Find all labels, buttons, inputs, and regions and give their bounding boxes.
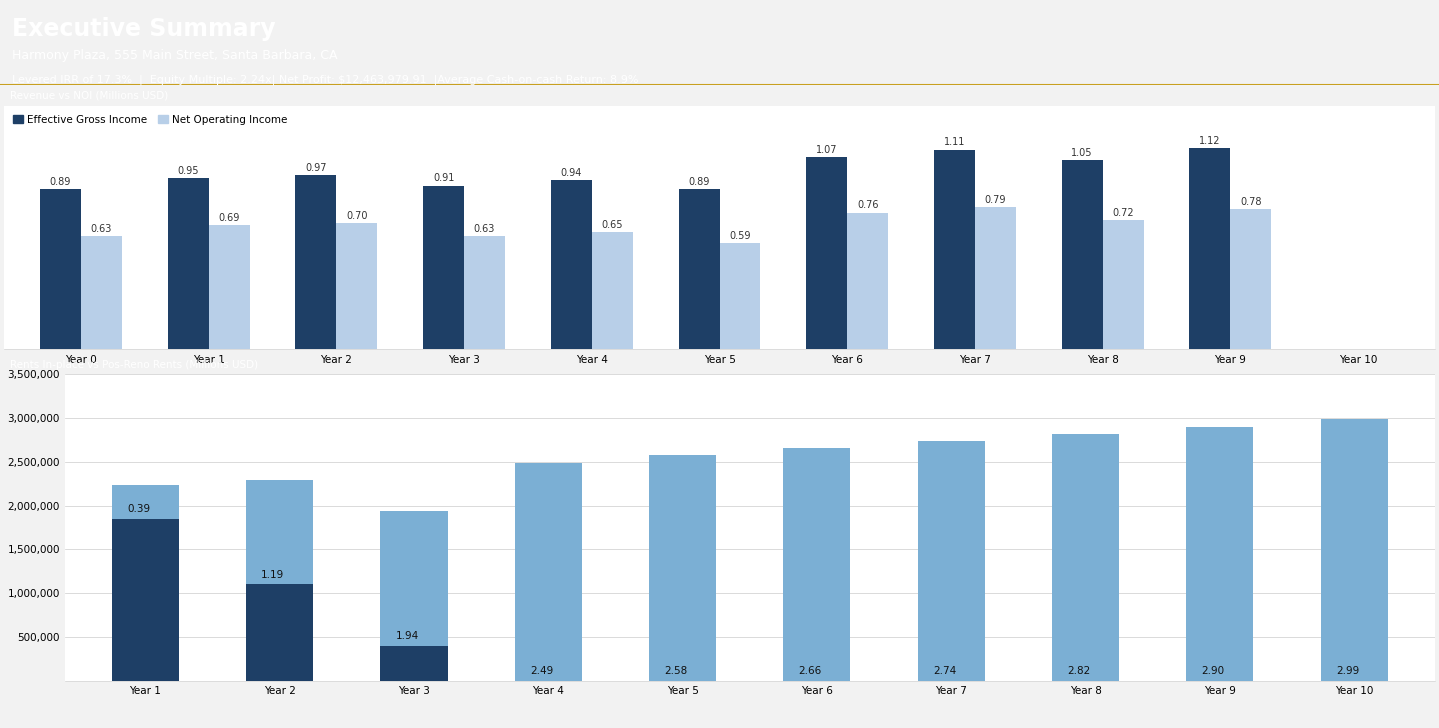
Legend: Rents In-place, Pos-renovation Rents: Rents In-place, Pos-renovation Rents xyxy=(633,724,866,728)
Text: 0.94: 0.94 xyxy=(561,168,581,178)
Bar xyxy=(1102,220,1144,349)
Bar xyxy=(848,213,888,349)
Text: 0.78: 0.78 xyxy=(1240,197,1262,207)
Text: 0.59: 0.59 xyxy=(730,231,751,241)
Text: 0.89: 0.89 xyxy=(50,177,71,187)
Text: 0.91: 0.91 xyxy=(433,173,455,183)
Bar xyxy=(976,207,1016,349)
Text: Rents In-place vs Pos-Reno Rents (Millions USD): Rents In-place vs Pos-Reno Rents (Millio… xyxy=(10,360,258,371)
Text: 1.05: 1.05 xyxy=(1072,149,1094,158)
Text: 0.89: 0.89 xyxy=(688,177,709,187)
Text: Harmony Plaza, 555 Main Street, Santa Barbara, CA: Harmony Plaza, 555 Main Street, Santa Ba… xyxy=(12,50,337,63)
Bar xyxy=(112,518,178,681)
Text: 2.82: 2.82 xyxy=(1068,666,1091,676)
Text: 2.49: 2.49 xyxy=(530,666,553,676)
Bar xyxy=(463,236,505,349)
Bar xyxy=(81,236,122,349)
Bar xyxy=(720,243,760,349)
Bar xyxy=(1062,160,1102,349)
Text: 2.74: 2.74 xyxy=(932,666,955,676)
Legend: Effective Gross Income, Net Operating Income: Effective Gross Income, Net Operating In… xyxy=(10,111,291,127)
Text: 0.39: 0.39 xyxy=(127,505,150,514)
Bar xyxy=(337,223,377,349)
Bar xyxy=(112,485,178,518)
Text: 0.69: 0.69 xyxy=(219,213,240,223)
Text: 2.66: 2.66 xyxy=(799,666,822,676)
Text: 0.63: 0.63 xyxy=(473,223,495,234)
Text: Executive Summary: Executive Summary xyxy=(12,17,275,41)
Text: 0.79: 0.79 xyxy=(984,195,1006,205)
Bar xyxy=(1052,434,1120,681)
Text: 2.58: 2.58 xyxy=(665,666,688,676)
Bar xyxy=(1230,209,1271,349)
Bar xyxy=(246,585,314,681)
Bar xyxy=(1321,419,1387,681)
Bar xyxy=(209,225,249,349)
Bar xyxy=(934,149,976,349)
Bar xyxy=(806,157,848,349)
Bar xyxy=(783,448,850,681)
Bar xyxy=(246,480,314,585)
Text: 1.94: 1.94 xyxy=(396,631,419,641)
Text: 2.90: 2.90 xyxy=(1202,666,1225,676)
Text: 0.97: 0.97 xyxy=(305,162,327,173)
Bar xyxy=(591,232,633,349)
Text: 0.63: 0.63 xyxy=(91,223,112,234)
Text: Levered IRR of 17.3%  |  Equity Multiple: 2.24x| Net Profit: $12,463,979.91  |Av: Levered IRR of 17.3% | Equity Multiple: … xyxy=(12,75,637,85)
Bar xyxy=(649,455,717,681)
Text: Revenue vs NOI (Millions USD): Revenue vs NOI (Millions USD) xyxy=(10,91,168,100)
Text: 1.12: 1.12 xyxy=(1199,135,1220,146)
Text: 0.65: 0.65 xyxy=(602,220,623,230)
Bar xyxy=(380,646,448,681)
Bar xyxy=(918,440,984,681)
Bar xyxy=(40,189,81,349)
Text: 0.70: 0.70 xyxy=(345,211,367,221)
Bar xyxy=(1186,427,1253,681)
Text: 0.76: 0.76 xyxy=(856,200,878,210)
Text: 2.99: 2.99 xyxy=(1335,666,1358,676)
Bar xyxy=(295,175,337,349)
Text: 1.11: 1.11 xyxy=(944,138,966,147)
Text: 1.19: 1.19 xyxy=(262,570,285,580)
Bar xyxy=(1190,148,1230,349)
Text: 0.72: 0.72 xyxy=(1112,207,1134,218)
Bar xyxy=(679,189,720,349)
Bar xyxy=(168,178,209,349)
Text: 0.95: 0.95 xyxy=(177,166,199,176)
Text: 1.07: 1.07 xyxy=(816,145,837,154)
Bar xyxy=(423,186,463,349)
Bar xyxy=(515,462,581,681)
Bar xyxy=(551,180,591,349)
Bar xyxy=(380,511,448,646)
